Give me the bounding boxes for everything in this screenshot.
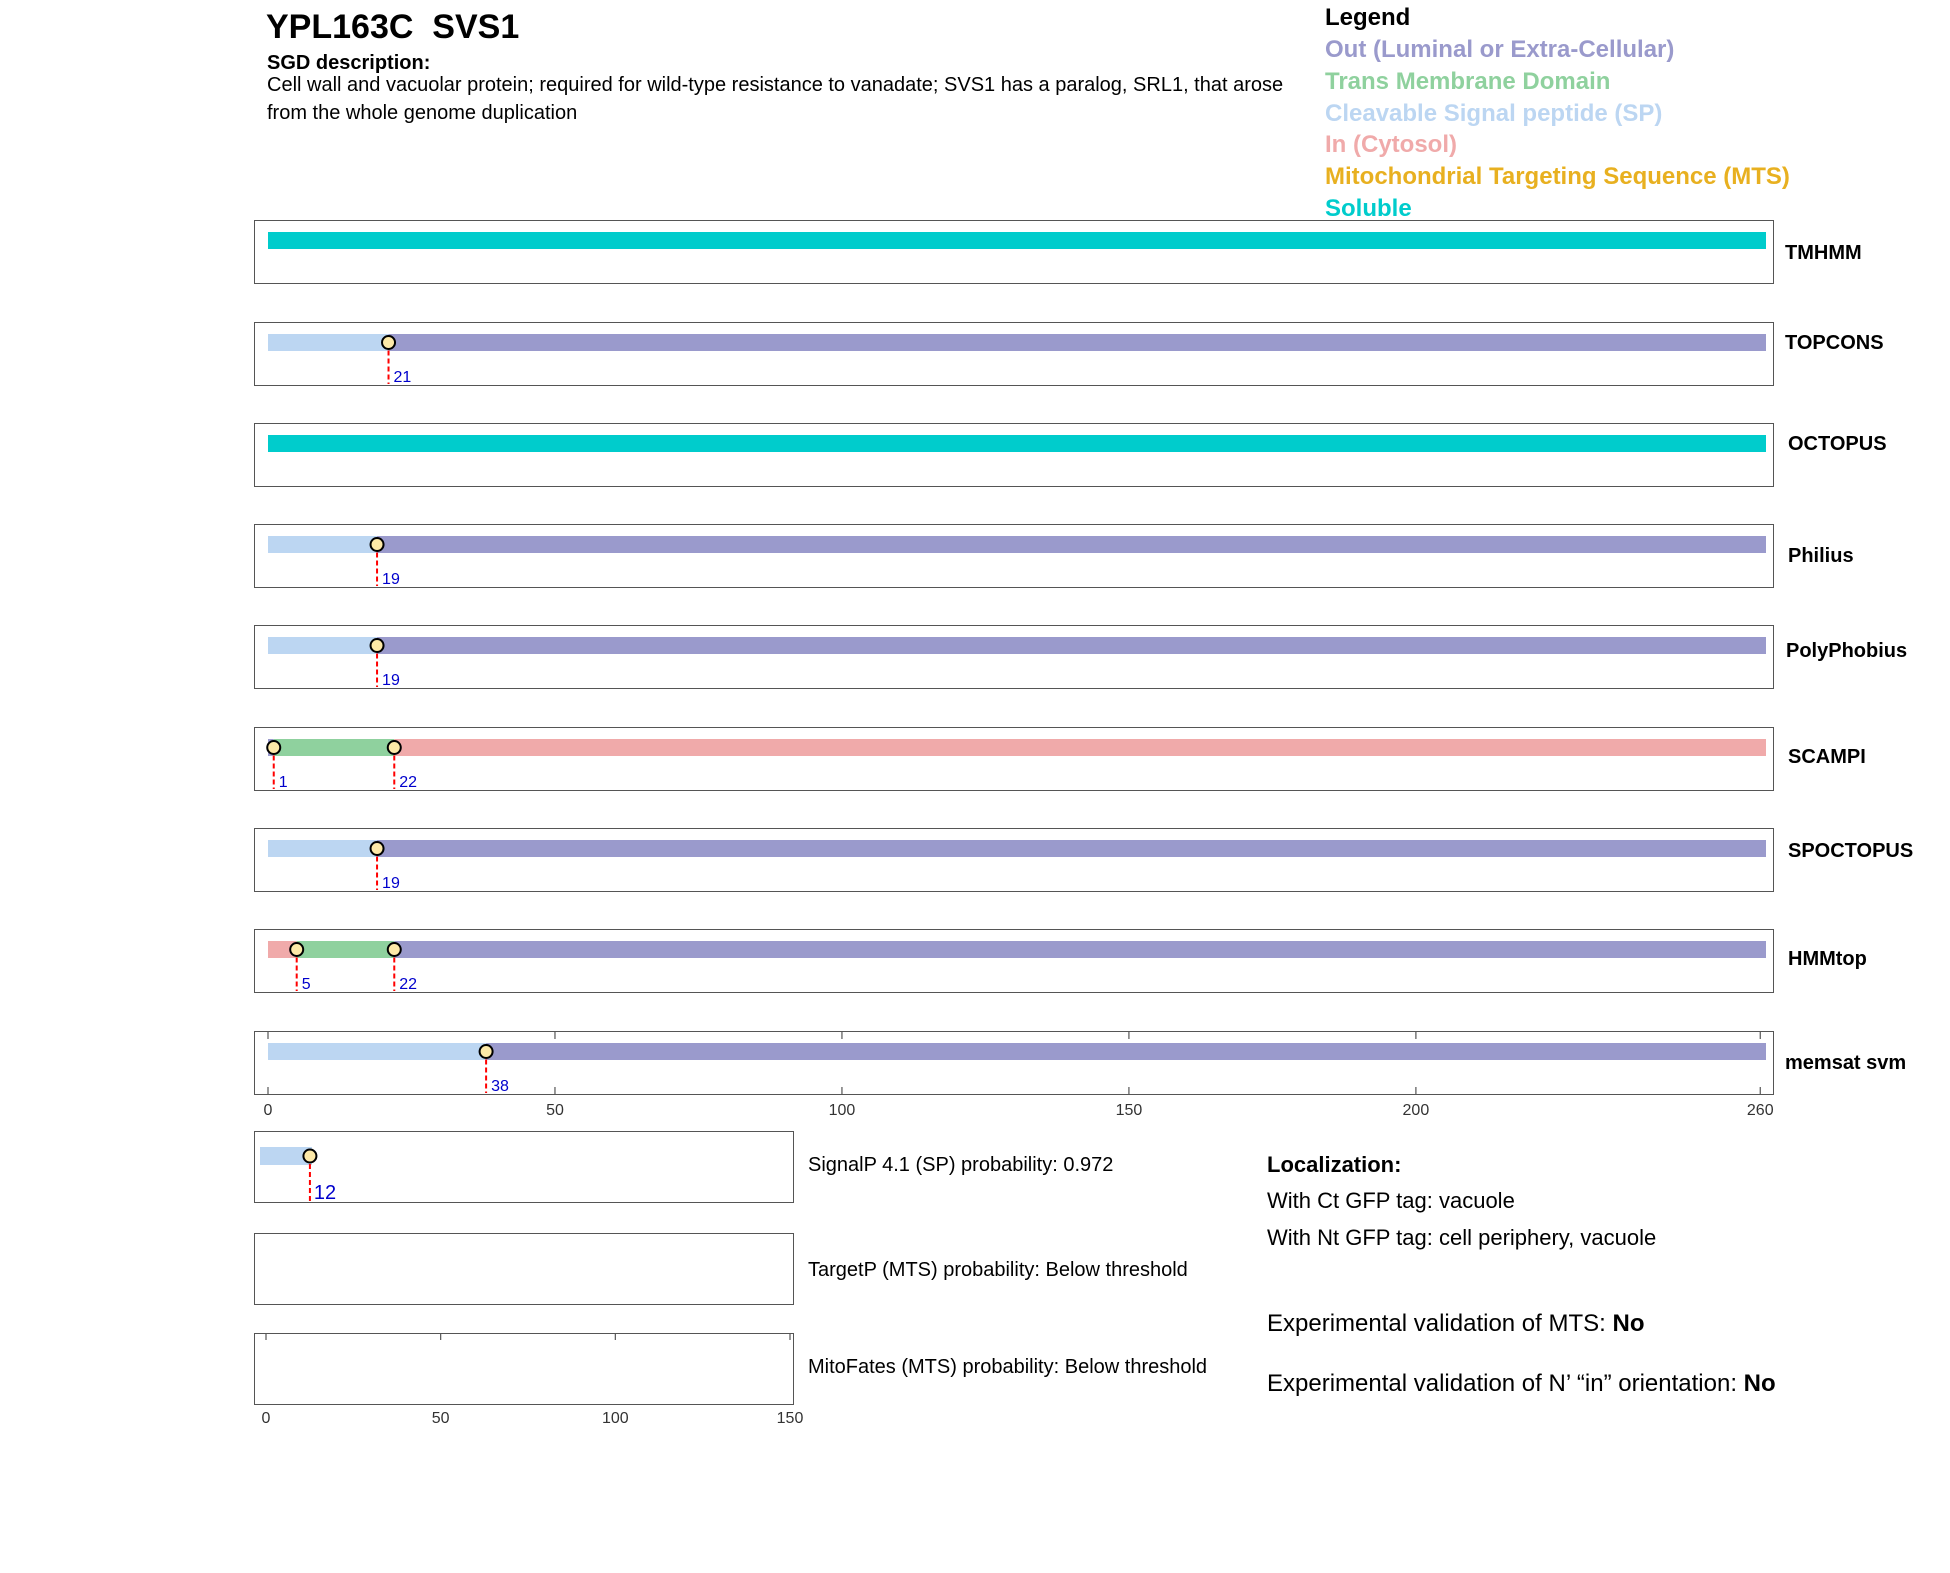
mts-validation: Experimental validation of MTS: No <box>1267 1310 1644 1338</box>
cleavage-marker <box>289 942 305 957</box>
segment-sp <box>268 637 378 654</box>
segment-out <box>377 637 1766 654</box>
n-in-validation-value: No <box>1743 1370 1776 1397</box>
segment-tm <box>296 941 395 958</box>
localization-nt: With Nt GFP tag: cell periphery, vacuole <box>1267 1225 1657 1250</box>
marker-value-label: 21 <box>394 369 412 386</box>
segment-sp <box>268 1043 487 1060</box>
segment-sp <box>260 1147 312 1165</box>
track-box-mitofates <box>254 1333 794 1405</box>
legend-item-in: In (Cytosol) <box>1325 131 1457 158</box>
legend-item-mts: Mitochondrial Targeting Sequence (MTS) <box>1325 163 1790 190</box>
legend-title: Legend <box>1325 4 1411 31</box>
cleavage-marker <box>386 740 402 755</box>
marker-value-label: 22 <box>399 976 417 993</box>
x-tick-label: 0 <box>262 1410 271 1427</box>
track-label: TOPCONS <box>1785 332 1884 354</box>
segment-in <box>394 739 1766 756</box>
cleavage-marker <box>266 740 282 755</box>
cleavage-marker <box>381 335 397 350</box>
track-box-memsat-svm <box>254 1031 1774 1095</box>
targetp-label: TargetP (MTS) probability: Below thresho… <box>808 1259 1188 1281</box>
x-tick-label: 0 <box>264 1102 273 1119</box>
track-label: SCAMPI <box>1788 746 1866 768</box>
track-box-polyphobius <box>254 625 1774 689</box>
marker-value-label: 19 <box>382 571 400 588</box>
legend-item-sp: Cleavable Signal peptide (SP) <box>1325 100 1663 127</box>
track-label: HMMtop <box>1788 948 1867 970</box>
track-box-scampi <box>254 727 1774 791</box>
localization-heading: Localization: <box>1267 1152 1402 1177</box>
segment-out <box>377 536 1766 553</box>
track-box-philius <box>254 524 1774 588</box>
marker-value-label: 12 <box>314 1182 336 1204</box>
x-tick-label: 100 <box>602 1410 629 1427</box>
legend-item-out: Out (Luminal or Extra-Cellular) <box>1325 36 1675 63</box>
signalp-label: SignalP 4.1 (SP) probability: 0.972 <box>808 1154 1114 1176</box>
x-tick-label: 150 <box>1116 1102 1143 1119</box>
track-box-tmhmm <box>254 220 1774 284</box>
marker-value-label: 1 <box>279 774 288 791</box>
track-box-hmmtop <box>254 929 1774 993</box>
cleavage-marker <box>386 942 402 957</box>
segment-soluble <box>268 435 1766 452</box>
track-label: PolyPhobius <box>1786 640 1908 662</box>
track-box-octopus <box>254 423 1774 487</box>
track-box-topcons <box>254 322 1774 386</box>
cleavage-marker <box>369 537 385 552</box>
n-in-validation-text: Experimental validation of N’ “in” orien… <box>1267 1370 1744 1397</box>
sgd-description: Cell wall and vacuolar protein; required… <box>267 74 1284 124</box>
track-label: memsat svm <box>1785 1052 1907 1074</box>
track-label: TMHMM <box>1785 242 1862 264</box>
segment-soluble <box>268 232 1766 249</box>
marker-value-label: 19 <box>382 875 400 892</box>
mts-validation-text: Experimental validation of MTS: <box>1267 1310 1613 1337</box>
track-label: SPOCTOPUS <box>1788 840 1914 862</box>
marker-value-label: 5 <box>302 976 311 993</box>
mts-validation-value: No <box>1612 1310 1645 1337</box>
cleavage-marker <box>478 1044 494 1059</box>
track-box-spoctopus <box>254 828 1774 892</box>
cleavage-marker <box>369 638 385 653</box>
cleavage-marker <box>369 841 385 856</box>
x-tick-label: 50 <box>432 1410 450 1427</box>
x-tick-label: 100 <box>829 1102 856 1119</box>
segment-sp <box>268 536 378 553</box>
cleavage-marker <box>302 1148 318 1164</box>
legend-item-tm: Trans Membrane Domain <box>1325 68 1611 95</box>
track-label: OCTOPUS <box>1788 433 1887 455</box>
x-tick-label: 260 <box>1747 1102 1774 1119</box>
segment-out <box>377 840 1766 857</box>
marker-value-label: 38 <box>491 1078 509 1095</box>
legend-item-soluble: Soluble <box>1325 195 1412 222</box>
mitofates-label: MitoFates (MTS) probability: Below thres… <box>808 1356 1208 1378</box>
track-box-targetp <box>254 1233 794 1305</box>
segment-sp <box>268 334 389 351</box>
marker-value-label: 19 <box>382 672 400 689</box>
track-box-signalp <box>254 1131 794 1203</box>
localization-ct: With Ct GFP tag: vacuole <box>1267 1188 1515 1213</box>
x-tick-label: 50 <box>546 1102 564 1119</box>
marker-value-label: 22 <box>399 774 417 791</box>
x-tick-label: 150 <box>777 1410 804 1427</box>
track-label: Philius <box>1788 545 1854 567</box>
segment-in <box>268 941 297 958</box>
segment-out <box>394 941 1766 958</box>
page-title: YPL163C SVS1 <box>266 8 520 46</box>
segment-tm <box>273 739 395 756</box>
n-in-validation: Experimental validation of N’ “in” orien… <box>1267 1370 1776 1398</box>
sgd-heading: SGD description: <box>267 52 431 74</box>
segment-out <box>388 334 1766 351</box>
segment-out <box>486 1043 1766 1060</box>
segment-sp <box>268 840 378 857</box>
x-tick-label: 200 <box>1403 1102 1430 1119</box>
